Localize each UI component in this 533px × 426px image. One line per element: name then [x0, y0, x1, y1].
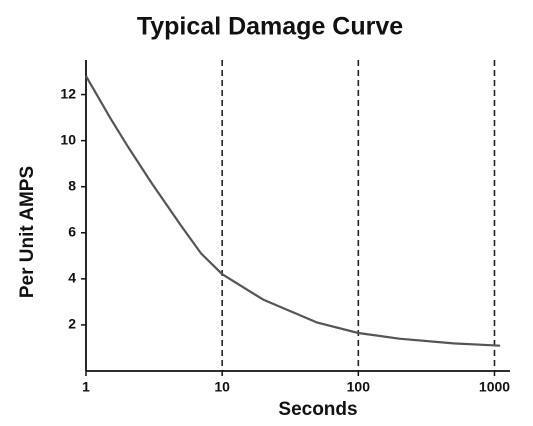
chart-title: Typical Damage Curve: [137, 13, 403, 41]
x-axis-label: Seconds: [278, 399, 357, 420]
y-tick-label: 2: [68, 316, 76, 332]
x-tick-label: 10: [214, 379, 230, 395]
x-tick-label: 1000: [479, 379, 510, 395]
y-tick-label: 10: [60, 131, 76, 147]
x-tick-label: 100: [347, 379, 371, 395]
y-tick-label: 6: [68, 223, 76, 239]
y-tick-label: 12: [60, 85, 76, 101]
y-axis-label: Per Unit AMPS: [17, 166, 38, 298]
x-tick-label: 1: [82, 379, 90, 395]
y-tick-label: 4: [68, 270, 76, 286]
damage-curve: [85, 75, 501, 347]
y-tick-label: 8: [68, 177, 76, 193]
